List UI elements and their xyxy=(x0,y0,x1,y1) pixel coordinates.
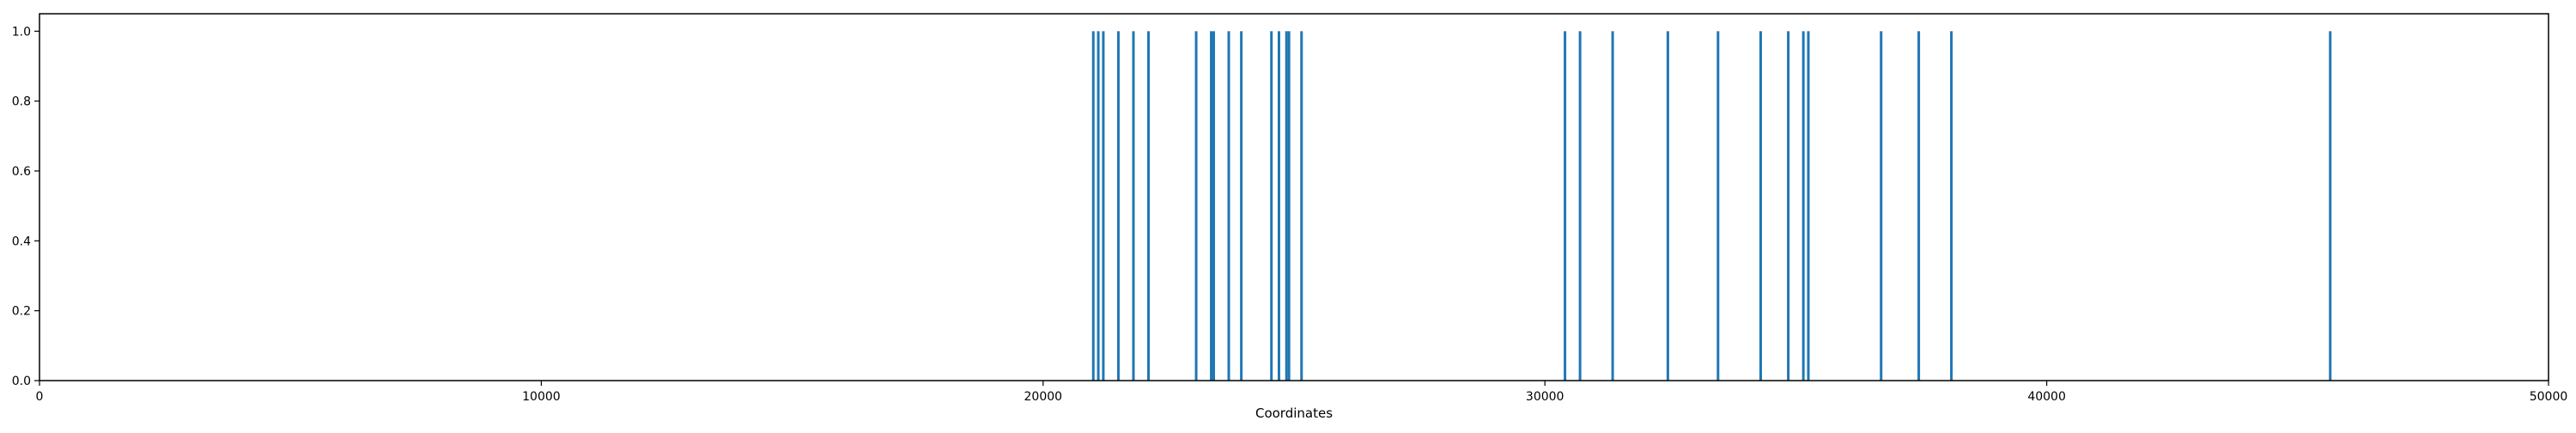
bar xyxy=(1091,31,1095,381)
x-axis-label: Coordinates xyxy=(1255,406,1333,421)
bar xyxy=(1787,31,1790,381)
bar xyxy=(1270,31,1273,381)
bar xyxy=(1759,31,1762,381)
bar xyxy=(1210,31,1213,381)
bar xyxy=(1240,31,1243,381)
bar xyxy=(1716,31,1720,381)
bar xyxy=(1116,31,1120,381)
bar xyxy=(1277,31,1280,381)
bar xyxy=(1666,31,1669,381)
bar xyxy=(1807,31,1810,381)
y-tick-label: 0.2 xyxy=(12,305,31,319)
bar xyxy=(1102,31,1105,381)
x-tick-label: 20000 xyxy=(1024,390,1063,404)
bar xyxy=(2329,31,2332,381)
x-tick-label: 10000 xyxy=(522,390,561,404)
bar xyxy=(1212,31,1215,381)
bars-layer xyxy=(1091,31,2332,381)
bar xyxy=(1564,31,1567,381)
x-tick-label: 0 xyxy=(36,390,44,404)
y-tick-label: 0.8 xyxy=(12,95,31,109)
bar xyxy=(1287,31,1291,381)
x-axis-ticks: 0 10000 20000 30000 40000 50000 xyxy=(36,381,2568,404)
y-tick-label: 0.0 xyxy=(12,375,31,388)
bar xyxy=(1132,31,1135,381)
bar xyxy=(1097,31,1100,381)
x-tick-label: 40000 xyxy=(2027,390,2066,404)
plot-frame xyxy=(39,13,2549,381)
bar xyxy=(1917,31,1921,381)
bar xyxy=(1285,31,1288,381)
bar xyxy=(1801,31,1805,381)
bar xyxy=(1300,31,1303,381)
y-tick-label: 1.0 xyxy=(12,25,31,39)
bar xyxy=(1950,31,1953,381)
x-tick-label: 50000 xyxy=(2530,390,2568,404)
y-tick-label: 0.6 xyxy=(12,165,31,179)
bar xyxy=(1147,31,1151,381)
bar xyxy=(1880,31,1883,381)
bar xyxy=(1611,31,1614,381)
bar xyxy=(1578,31,1582,381)
bar xyxy=(1194,31,1198,381)
bar xyxy=(1227,31,1230,381)
x-tick-label: 30000 xyxy=(1526,390,1564,404)
y-axis-ticks: 0.0 0.2 0.4 0.6 0.8 1.0 xyxy=(12,25,39,388)
y-tick-label: 0.4 xyxy=(12,235,31,248)
